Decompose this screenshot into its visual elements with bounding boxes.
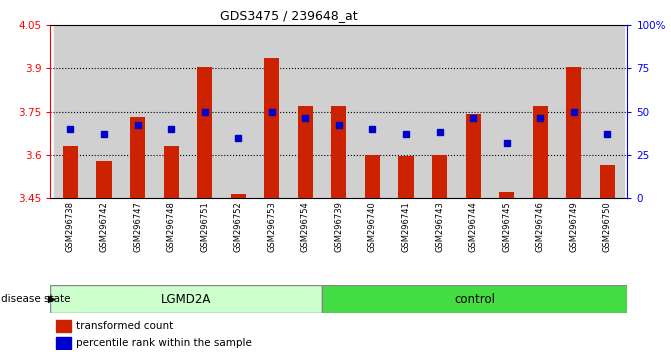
Bar: [97, 161, 111, 198]
Bar: [432, 155, 447, 198]
Bar: [389, 25, 423, 198]
Bar: [557, 25, 590, 198]
Text: LGMD2A: LGMD2A: [161, 293, 211, 306]
Bar: [221, 25, 255, 198]
Bar: [600, 165, 615, 198]
Bar: [499, 193, 514, 198]
Bar: [188, 25, 221, 198]
Bar: [566, 67, 581, 198]
Text: control: control: [454, 293, 495, 306]
Bar: [289, 25, 322, 198]
Bar: [423, 25, 456, 198]
Bar: [590, 25, 624, 198]
Bar: [365, 155, 380, 198]
Bar: [87, 25, 121, 198]
Bar: [533, 106, 548, 198]
Bar: [231, 194, 246, 198]
Text: GDS3475 / 239648_at: GDS3475 / 239648_at: [219, 9, 358, 22]
Bar: [56, 320, 70, 332]
Text: transformed count: transformed count: [76, 321, 174, 331]
Bar: [331, 106, 346, 198]
Bar: [164, 146, 178, 198]
Bar: [197, 67, 212, 198]
Bar: [456, 25, 490, 198]
Bar: [121, 25, 154, 198]
Bar: [50, 285, 322, 313]
Bar: [154, 25, 188, 198]
Text: disease state: disease state: [1, 294, 71, 304]
Bar: [56, 337, 70, 349]
Bar: [264, 58, 279, 198]
Bar: [466, 114, 480, 198]
Bar: [54, 25, 87, 198]
Text: percentile rank within the sample: percentile rank within the sample: [76, 338, 252, 348]
Bar: [399, 156, 413, 198]
Bar: [523, 25, 557, 198]
Bar: [130, 117, 145, 198]
Bar: [356, 25, 389, 198]
Text: ▶: ▶: [48, 294, 56, 304]
Bar: [490, 25, 523, 198]
Bar: [255, 25, 289, 198]
Bar: [322, 285, 627, 313]
Bar: [63, 146, 78, 198]
Bar: [298, 106, 313, 198]
Bar: [322, 25, 356, 198]
